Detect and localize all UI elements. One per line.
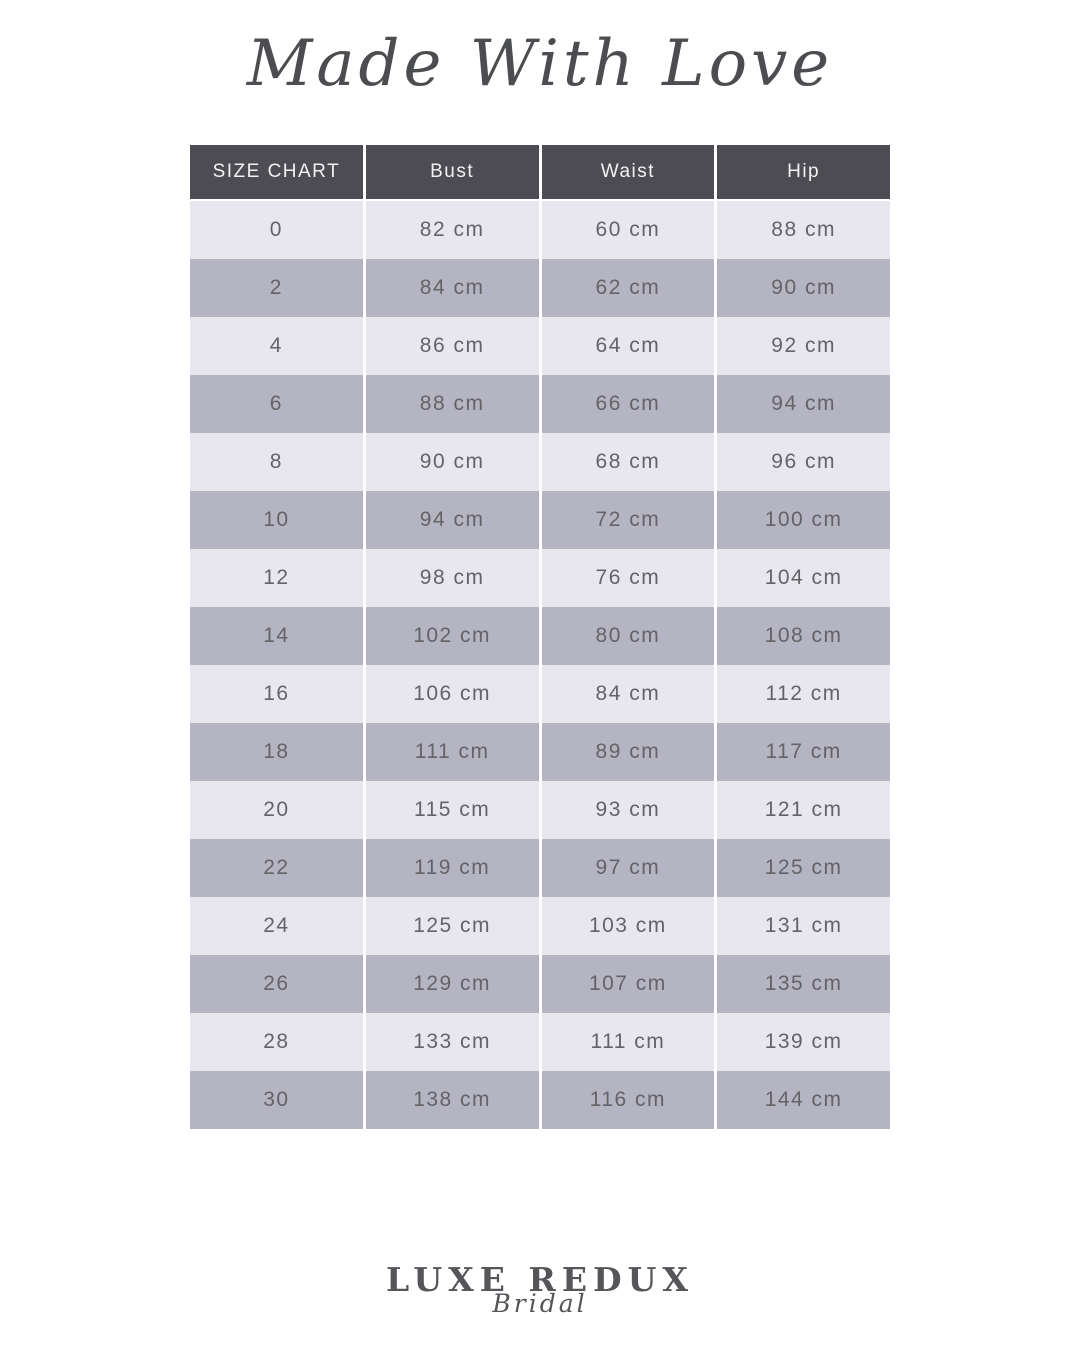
- waist-cell: 76 cm: [538, 549, 715, 607]
- bust-cell: 106 cm: [362, 665, 539, 723]
- table-row-size-6: 6 88 cm 66 cm 94 cm: [190, 375, 890, 433]
- size-cell: 6: [269, 392, 283, 415]
- size-cell: 4: [269, 334, 283, 357]
- size-cell: 26: [263, 972, 290, 995]
- table-row-size-4: 4 86 cm 64 cm 92 cm: [190, 317, 890, 375]
- table-row-size-26: 26 129 cm 107 cm 135 cm: [190, 955, 890, 1013]
- bust-cell: 111 cm: [362, 723, 539, 781]
- bust-cell: 98 cm: [362, 549, 539, 607]
- waist-cell: 103 cm: [538, 897, 715, 955]
- size-cell: 28: [263, 1030, 290, 1053]
- size-cell: 2: [269, 276, 283, 299]
- table-row-size-12: 12 98 cm 76 cm 104 cm: [190, 549, 890, 607]
- size-cell: 0: [269, 218, 283, 241]
- logo-script-text: Bridal: [492, 1289, 588, 1318]
- waist-cell: 64 cm: [538, 317, 715, 375]
- table-body: 0 82 cm 60 cm 88 cm 2 84 cm 62 cm 90 cm 4 86 cm 64…: [190, 201, 890, 1129]
- hip-cell: 94 cm: [714, 375, 890, 433]
- size-cell: 20: [263, 798, 290, 821]
- waist-cell: 66 cm: [538, 375, 715, 433]
- table-row-size-14: 14 102 cm 80 cm 108 cm: [190, 607, 890, 665]
- hip-cell: 90 cm: [714, 259, 890, 317]
- table-row-size-30: 30 138 cm 116 cm 144 cm: [190, 1071, 890, 1129]
- hip-cell: 117 cm: [714, 723, 890, 781]
- size-cell: 8: [269, 450, 283, 473]
- hip-cell: 92 cm: [714, 317, 890, 375]
- hip-cell: 112 cm: [714, 665, 890, 723]
- waist-cell: 116 cm: [538, 1071, 715, 1129]
- size-cell: 14: [263, 624, 290, 647]
- waist-cell: 111 cm: [538, 1013, 715, 1071]
- bust-cell: 138 cm: [362, 1071, 539, 1129]
- logo-primary-text: LUXE REDUX: [386, 1260, 694, 1299]
- hip-cell: 108 cm: [714, 607, 890, 665]
- waist-cell: 84 cm: [538, 665, 715, 723]
- bust-cell: 102 cm: [362, 607, 539, 665]
- size-cell: 22: [263, 856, 290, 879]
- table-row-size-28: 28 133 cm 111 cm 139 cm: [190, 1013, 890, 1071]
- size-cell: 30: [263, 1088, 290, 1111]
- header-cell-waist: Waist: [538, 145, 715, 199]
- hip-cell: 96 cm: [714, 433, 890, 491]
- size-cell: 10: [263, 508, 290, 531]
- table-row-size-24: 24 125 cm 103 cm 131 cm: [190, 897, 890, 955]
- bust-cell: 90 cm: [362, 433, 539, 491]
- size-chart-table: SIZE CHART Bust Waist Hip 0 82 cm 60 cm 88 …: [190, 145, 890, 1129]
- bust-cell: 86 cm: [362, 317, 539, 375]
- size-cell: 12: [263, 566, 290, 589]
- waist-cell: 68 cm: [538, 433, 715, 491]
- table-row-size-8: 8 90 cm 68 cm 96 cm: [190, 433, 890, 491]
- waist-cell: 97 cm: [538, 839, 715, 897]
- hip-cell: 135 cm: [714, 955, 890, 1013]
- page-title: Made With Love: [246, 27, 834, 101]
- bust-cell: 125 cm: [362, 897, 539, 955]
- bust-cell: 129 cm: [362, 955, 539, 1013]
- hip-cell: 125 cm: [714, 839, 890, 897]
- hip-cell: 100 cm: [714, 491, 890, 549]
- table-row-size-10: 10 94 cm 72 cm 100 cm: [190, 491, 890, 549]
- header-cell-hip: Hip: [714, 145, 890, 199]
- hip-cell: 121 cm: [714, 781, 890, 839]
- bust-cell: 88 cm: [362, 375, 539, 433]
- waist-cell: 93 cm: [538, 781, 715, 839]
- waist-cell: 60 cm: [538, 201, 715, 259]
- hip-cell: 131 cm: [714, 897, 890, 955]
- table-row-size-20: 20 115 cm 93 cm 121 cm: [190, 781, 890, 839]
- hip-cell: 88 cm: [714, 201, 890, 259]
- waist-cell: 72 cm: [538, 491, 715, 549]
- bust-cell: 133 cm: [362, 1013, 539, 1071]
- hip-cell: 104 cm: [714, 549, 890, 607]
- size-cell: 16: [263, 682, 290, 705]
- bust-cell: 84 cm: [362, 259, 539, 317]
- brand-logo: LUXE REDUX Bridal: [0, 1262, 1080, 1318]
- bust-cell: 82 cm: [362, 201, 539, 259]
- header-cell-bust: Bust: [362, 145, 539, 199]
- hip-cell: 144 cm: [714, 1071, 890, 1129]
- table-header-row: SIZE CHART Bust Waist Hip: [190, 145, 890, 201]
- size-cell: 24: [263, 914, 290, 937]
- waist-cell: 80 cm: [538, 607, 715, 665]
- bust-cell: 115 cm: [362, 781, 539, 839]
- table-row-size-22: 22 119 cm 97 cm 125 cm: [190, 839, 890, 897]
- header-cell-size-chart: SIZE CHART: [212, 161, 341, 182]
- table-row-size-18: 18 111 cm 89 cm 117 cm: [190, 723, 890, 781]
- waist-cell: 89 cm: [538, 723, 715, 781]
- bust-cell: 94 cm: [362, 491, 539, 549]
- table-row-size-0: 0 82 cm 60 cm 88 cm: [190, 201, 890, 259]
- waist-cell: 107 cm: [538, 955, 715, 1013]
- waist-cell: 62 cm: [538, 259, 715, 317]
- bust-cell: 119 cm: [362, 839, 539, 897]
- size-cell: 18: [263, 740, 290, 763]
- table-row-size-2: 2 84 cm 62 cm 90 cm: [190, 259, 890, 317]
- table-row-size-16: 16 106 cm 84 cm 112 cm: [190, 665, 890, 723]
- hip-cell: 139 cm: [714, 1013, 890, 1071]
